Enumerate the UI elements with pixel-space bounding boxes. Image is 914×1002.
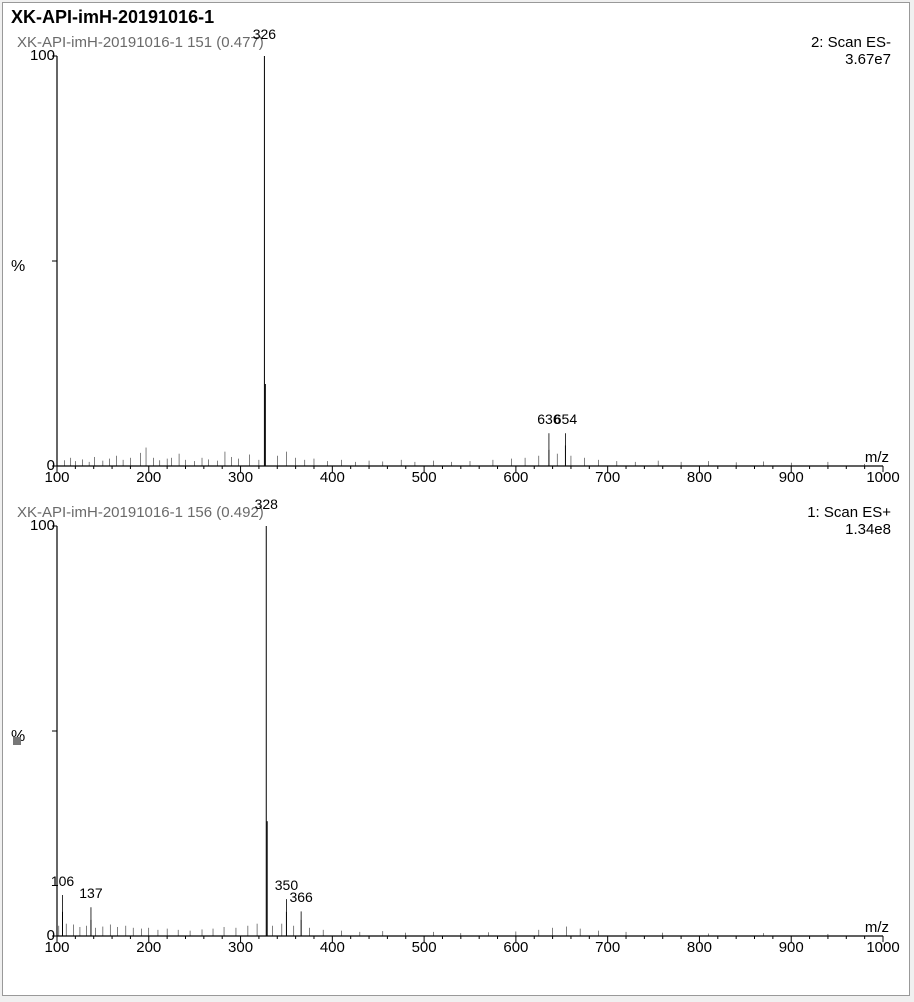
peak-label: 326 [253,26,276,42]
spectrum-panel-es-pos: XK-API-imH-20191016-1 156 (0.492) 1: Sca… [9,502,903,972]
y-tick-label: 100 [27,47,55,64]
main-title: XK-API-imH-20191016-1 [3,3,909,32]
y-tick-label: 100 [27,517,55,534]
x-tick-label: 800 [687,939,712,956]
x-tick-label: 1000 [866,939,899,956]
scan-mode: 1: Scan ES+ [807,504,891,521]
x-tick-label: 100 [44,469,69,486]
x-tick-label: 200 [136,939,161,956]
x-tick-label: 300 [228,469,253,486]
x-tick-label: 900 [779,939,804,956]
x-tick-label: 400 [320,469,345,486]
x-tick-label: 100 [44,939,69,956]
peak-label: 137 [79,885,102,901]
x-tick-label: 200 [136,469,161,486]
y-axis-label: % [11,258,25,276]
spectrum-panel-es-neg: XK-API-imH-20191016-1 151 (0.477) 2: Sca… [9,32,903,502]
x-tick-label: 900 [779,469,804,486]
peak-label: 328 [255,496,278,512]
x-tick-label: 600 [503,939,528,956]
x-tick-label: 300 [228,939,253,956]
peak-label: 366 [289,889,312,905]
spectrum-svg [57,56,883,466]
spectrum-window: XK-API-imH-20191016-1 XK-API-imH-2019101… [2,2,910,996]
x-tick-label: 1000 [866,469,899,486]
plot-area [57,56,883,466]
x-tick-label: 600 [503,469,528,486]
marker-icon [13,737,21,745]
peak-label: 106 [51,873,74,889]
spectrum-svg [57,526,883,936]
panel-subtitle: XK-API-imH-20191016-1 151 (0.477) [9,32,903,53]
x-tick-label: 700 [595,939,620,956]
x-tick-label: 500 [412,469,437,486]
x-tick-label: 400 [320,939,345,956]
scan-mode: 2: Scan ES- [811,34,891,51]
peak-label: 654 [554,411,577,427]
x-tick-label: 700 [595,469,620,486]
x-tick-label: 800 [687,469,712,486]
plot-area [57,526,883,936]
panel-subtitle: XK-API-imH-20191016-1 156 (0.492) [9,502,903,523]
x-tick-label: 500 [412,939,437,956]
